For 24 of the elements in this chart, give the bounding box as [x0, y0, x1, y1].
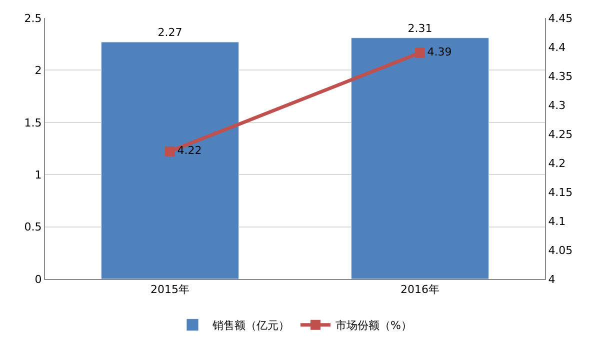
data-label: 2.31: [408, 22, 432, 35]
y-tick-label: 1.5: [24, 116, 42, 130]
data-label: 2.27: [158, 26, 182, 40]
y2-tick-label: 4.45: [548, 12, 573, 25]
y-tick-label: 0: [34, 272, 42, 286]
legend-label: 销售额（亿元）: [212, 319, 290, 332]
y2-tick-label: 4.25: [548, 128, 573, 141]
y2-tick-label: 4.35: [548, 70, 573, 83]
x-tick-label: 2015年: [150, 283, 190, 296]
y2-tick-label: 4.2: [548, 156, 566, 170]
y-tick-label: 2: [34, 64, 42, 78]
y2-tick-label: 4.05: [548, 244, 573, 257]
y2-tick-label: 4.15: [548, 186, 573, 199]
y-tick-label: 0.5: [24, 220, 42, 234]
legend-label: 市场份额（%）: [336, 319, 412, 332]
y2-tick-label: 4.3: [548, 98, 566, 112]
y2-tick-label: 4.4: [548, 40, 566, 54]
y2-tick-label: 4: [548, 272, 556, 286]
data-label: 4.22: [177, 144, 202, 158]
x-tick-label: 2016年: [400, 283, 440, 296]
y-tick-label: 2.5: [24, 12, 42, 25]
y2-tick-label: 4.1: [548, 214, 566, 228]
y-tick-label: 1: [34, 168, 42, 182]
data-label: 4.39: [427, 46, 452, 59]
